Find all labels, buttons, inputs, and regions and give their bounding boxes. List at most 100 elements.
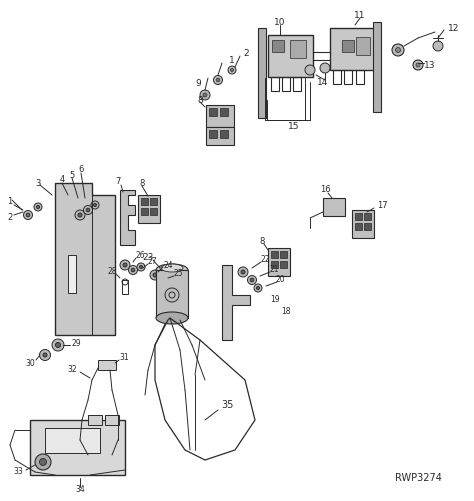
Text: 21: 21 [269, 266, 279, 275]
Circle shape [83, 205, 92, 214]
Bar [141, 198, 148, 205]
Bar [356, 37, 370, 55]
Bar [268, 35, 313, 77]
PathPatch shape [120, 190, 135, 245]
Bar [272, 40, 284, 52]
Circle shape [39, 350, 51, 361]
Ellipse shape [156, 264, 188, 276]
Circle shape [24, 210, 33, 219]
Text: 35: 35 [222, 400, 234, 410]
Text: 28: 28 [107, 268, 117, 277]
Text: 4: 4 [59, 175, 64, 184]
Circle shape [320, 63, 330, 73]
Bar [282, 77, 290, 91]
Circle shape [36, 205, 39, 208]
Circle shape [93, 203, 97, 206]
Bar [150, 208, 157, 215]
Circle shape [139, 266, 143, 269]
Bar [68, 255, 76, 293]
Ellipse shape [156, 312, 188, 324]
Text: 20: 20 [275, 276, 285, 285]
Circle shape [26, 213, 30, 217]
Circle shape [247, 276, 256, 285]
Text: 6: 6 [78, 165, 84, 174]
Circle shape [213, 76, 222, 85]
Text: 33: 33 [13, 467, 23, 476]
Text: 25: 25 [173, 270, 183, 279]
Circle shape [34, 203, 42, 211]
Ellipse shape [161, 264, 183, 272]
Bar [220, 108, 228, 116]
Bar [271, 77, 279, 91]
Text: 2: 2 [243, 49, 249, 58]
Circle shape [75, 210, 85, 220]
Circle shape [120, 260, 130, 270]
Text: 34: 34 [75, 485, 85, 494]
Bar [355, 213, 362, 220]
Circle shape [228, 66, 236, 74]
Text: 13: 13 [424, 61, 436, 70]
Bar [344, 70, 352, 84]
Text: 18: 18 [281, 308, 291, 317]
Bar [156, 270, 188, 318]
Circle shape [128, 266, 137, 275]
Circle shape [43, 353, 47, 357]
Text: 15: 15 [288, 122, 300, 130]
Text: 14: 14 [317, 78, 328, 87]
Circle shape [305, 65, 315, 75]
Circle shape [256, 287, 259, 290]
Text: 8: 8 [139, 178, 145, 187]
Circle shape [39, 458, 46, 465]
Text: 31: 31 [119, 354, 129, 363]
Circle shape [241, 270, 245, 274]
Text: 8: 8 [197, 96, 203, 105]
Bar [280, 251, 287, 258]
Circle shape [203, 93, 207, 97]
Circle shape [238, 267, 248, 277]
Text: 26: 26 [135, 252, 145, 261]
Text: 12: 12 [448, 24, 460, 33]
Text: 3: 3 [35, 178, 41, 187]
Bar [209, 130, 217, 138]
PathPatch shape [55, 183, 115, 335]
Circle shape [413, 60, 423, 70]
Bar [206, 105, 234, 127]
Text: 7: 7 [115, 177, 121, 186]
Text: 24: 24 [163, 261, 173, 270]
Bar [122, 280, 128, 294]
Text: 27: 27 [147, 258, 157, 267]
Circle shape [153, 273, 157, 277]
Circle shape [250, 278, 254, 282]
Text: 17: 17 [377, 200, 387, 209]
Bar [373, 22, 381, 112]
Text: 1: 1 [8, 197, 13, 206]
Text: 5: 5 [69, 170, 74, 179]
Bar [105, 415, 119, 425]
Circle shape [137, 263, 145, 271]
Bar [271, 251, 278, 258]
Circle shape [200, 90, 210, 100]
Bar [356, 70, 364, 84]
Circle shape [55, 343, 61, 348]
Bar [220, 130, 228, 138]
Circle shape [91, 201, 99, 209]
Circle shape [52, 339, 64, 351]
PathPatch shape [222, 265, 250, 340]
Text: 8: 8 [259, 236, 264, 245]
Text: 10: 10 [274, 18, 286, 27]
Text: RWP3274: RWP3274 [395, 473, 442, 483]
Circle shape [395, 48, 401, 53]
Bar [98, 360, 116, 370]
Text: 16: 16 [319, 185, 330, 194]
Bar [333, 70, 341, 84]
Circle shape [123, 263, 127, 267]
Bar [30, 420, 125, 475]
Bar [138, 195, 160, 223]
Bar [45, 428, 100, 453]
Text: 9: 9 [195, 79, 201, 88]
Bar [209, 108, 217, 116]
Text: 30: 30 [25, 359, 35, 368]
Bar [342, 40, 354, 52]
Text: 1: 1 [229, 56, 235, 65]
Bar [290, 40, 306, 58]
